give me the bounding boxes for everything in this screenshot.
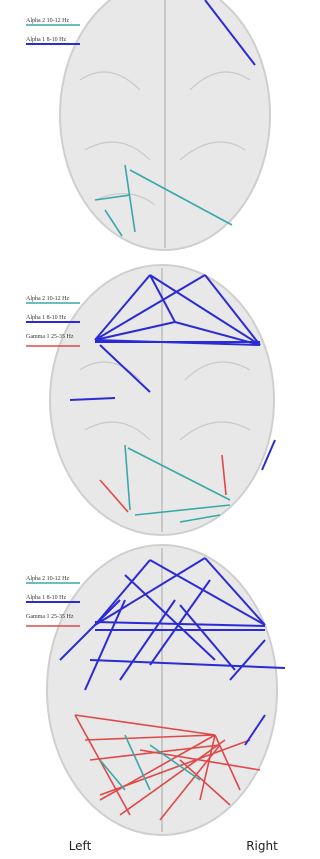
legend-label: Alpha 1 8-10 Hz <box>26 315 66 321</box>
brain-panel <box>47 545 285 835</box>
legend-label: Alpha 2 10-12 Hz <box>26 18 69 24</box>
legend-label: Alpha 1 8-10 Hz <box>26 595 66 601</box>
legend: Alpha 2 10-12 Hz Alpha 1 8-10 Hz Gamma 1… <box>26 296 80 346</box>
legend-label: Alpha 1 8-10 Hz <box>26 37 66 43</box>
brain-panel <box>50 265 275 535</box>
brain-panel <box>60 0 270 250</box>
left-label: Left <box>69 839 92 853</box>
legend: Alpha 2 10-12 Hz Alpha 1 8-10 Hz Gamma 1… <box>26 576 80 626</box>
legend-label: Alpha 2 10-12 Hz <box>26 296 69 302</box>
legend-label: Alpha 2 10-12 Hz <box>26 576 69 582</box>
legend-label: Gamma 1 25-35 Hz <box>26 614 74 620</box>
figure: Alpha 2 10-12 Hz Alpha 1 8-10 Hz Alpha 2… <box>0 0 288 859</box>
legend-label: Gamma 1 25-35 Hz <box>26 334 74 340</box>
legend: Alpha 2 10-12 Hz Alpha 1 8-10 Hz <box>26 18 80 44</box>
right-label: Right <box>246 839 278 853</box>
